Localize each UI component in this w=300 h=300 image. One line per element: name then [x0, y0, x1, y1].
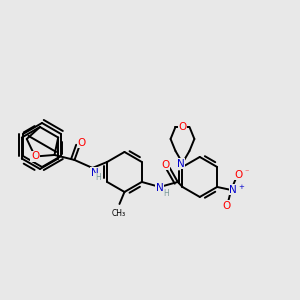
Text: H: H [163, 190, 169, 199]
Text: ⁻: ⁻ [244, 167, 248, 176]
Text: O: O [178, 122, 187, 132]
Text: CH₃: CH₃ [111, 209, 125, 218]
Text: N: N [229, 185, 237, 195]
Text: N: N [156, 183, 164, 193]
Text: O: O [234, 170, 242, 180]
Text: N: N [177, 159, 184, 169]
Text: O: O [162, 160, 170, 170]
Text: N: N [91, 168, 98, 178]
Text: O: O [31, 152, 39, 161]
Text: O: O [222, 201, 230, 211]
Text: +: + [238, 184, 244, 190]
Text: H: H [96, 173, 101, 182]
Text: O: O [77, 138, 86, 148]
